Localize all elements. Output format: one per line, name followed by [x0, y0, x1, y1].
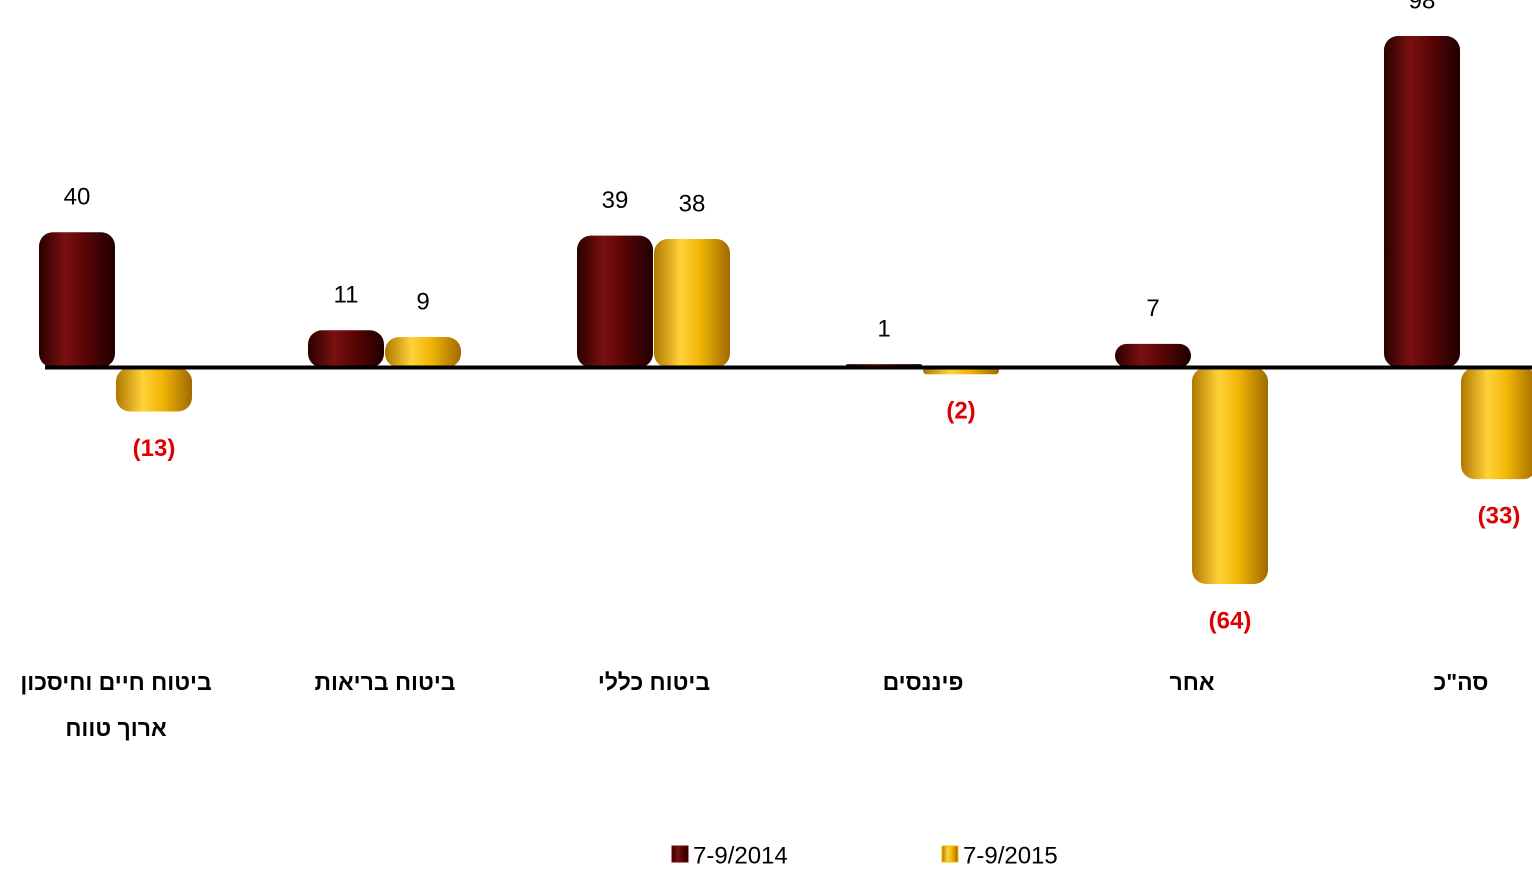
- bar: [1192, 367, 1268, 584]
- data-label: (33): [1478, 502, 1521, 529]
- bar: [1384, 36, 1460, 368]
- x-tick-label: ביטוח חיים וחיסכון ארוך טווח: [20, 669, 212, 741]
- data-label: 39: [602, 187, 629, 214]
- data-label: 7: [1146, 295, 1159, 322]
- bar: [654, 238, 730, 368]
- data-label: (13): [133, 435, 176, 462]
- legend-swatch: [671, 845, 689, 863]
- data-label: (2): [946, 398, 975, 425]
- x-tick-label: פיננסים: [882, 669, 964, 695]
- x-tick-label: אחר: [1169, 669, 1215, 695]
- bar: [116, 367, 192, 412]
- data-label: 98: [1409, 0, 1436, 14]
- data-label: 9: [416, 288, 429, 315]
- data-label: 40: [64, 184, 91, 211]
- bar: [1115, 343, 1191, 368]
- data-label: 38: [679, 190, 706, 217]
- bar: [577, 235, 653, 368]
- legend-swatch: [941, 845, 959, 863]
- data-label: (64): [1209, 607, 1252, 634]
- legend-label: 7-9/2015: [963, 842, 1058, 869]
- bar: [308, 330, 384, 368]
- bar: [1461, 367, 1532, 480]
- data-label: 11: [334, 282, 359, 309]
- x-tick-label: ביטוח בריאות: [314, 669, 456, 695]
- x-tick-label: ביטוח כללי: [597, 669, 711, 695]
- data-label: 1: [877, 315, 890, 342]
- bar: [39, 232, 115, 368]
- bar: [385, 337, 461, 368]
- legend-label: 7-9/2014: [693, 842, 788, 869]
- x-tick-label: סה"כ: [1433, 669, 1489, 695]
